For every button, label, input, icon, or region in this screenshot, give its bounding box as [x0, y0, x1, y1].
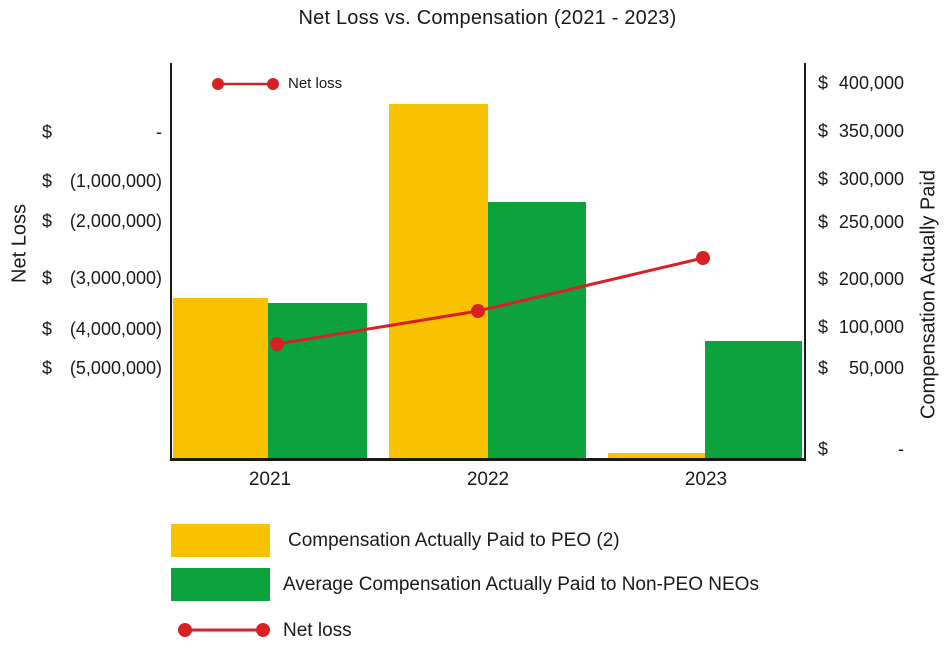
right-tick-4: $ 200,000: [818, 268, 904, 290]
currency-symbol: $: [818, 121, 829, 141]
left-axis-title: Net Loss: [8, 204, 31, 283]
tick-value: (2,000,000): [69, 211, 162, 231]
currency-symbol: $: [818, 73, 829, 93]
tick-value: 200,000: [838, 269, 904, 289]
currency-symbol: $: [818, 169, 829, 189]
chart-title: Net Loss vs. Compensation (2021 - 2023): [298, 7, 677, 29]
tick-value: (5,000,000): [69, 358, 162, 378]
tick-value: 100,000: [838, 317, 904, 337]
left-tick-1: $ (1,000,000): [42, 170, 162, 192]
x-label-2023: 2023: [684, 469, 728, 490]
plot-area-frame: [169, 63, 806, 461]
x-label-2021: 2021: [248, 469, 292, 490]
tick-value: (1,000,000): [69, 171, 162, 191]
tick-value: 400,000: [838, 73, 904, 93]
right-tick-0: $ 400,000: [818, 72, 904, 94]
bar-2021-peo: [173, 298, 268, 459]
plot-legend-net-loss-label: Net loss: [288, 75, 343, 92]
currency-symbol: $: [42, 268, 53, 288]
right-tick-1: $ 350,000: [818, 120, 904, 142]
currency-symbol: $: [818, 212, 829, 232]
currency-symbol: $: [42, 171, 53, 191]
x-label-2022: 2022: [466, 469, 510, 490]
tick-value: -: [898, 439, 904, 459]
currency-symbol: $: [818, 269, 829, 289]
left-tick-0: $ -: [42, 121, 162, 143]
bar-2023-nonpeo: [705, 341, 802, 459]
currency-symbol: $: [42, 358, 53, 378]
tick-value: 50,000: [848, 358, 904, 378]
legend-line-dot: [178, 623, 192, 637]
tick-value: (4,000,000): [69, 319, 162, 339]
legend-label-netloss: Net loss: [283, 620, 352, 641]
tick-value: 300,000: [838, 169, 904, 189]
right-tick-6: $ 50,000: [818, 357, 904, 379]
currency-symbol: $: [818, 439, 829, 459]
legend-label-peo: Compensation Actually Paid to PEO (2): [288, 530, 620, 551]
right-tick-5: $ 100,000: [818, 316, 904, 338]
bar-2023-peo: [608, 453, 705, 459]
currency-symbol: $: [42, 122, 53, 142]
tick-value: (3,000,000): [69, 268, 162, 288]
left-tick-2: $ (2,000,000): [42, 210, 162, 232]
right-tick-7: $ -: [818, 438, 904, 460]
legend-swatch-peo: [171, 524, 270, 557]
currency-symbol: $: [42, 319, 53, 339]
tick-value: -: [156, 122, 162, 142]
tick-value: 350,000: [838, 121, 904, 141]
currency-symbol: $: [818, 317, 829, 337]
right-axis-title: Compensation Actually Paid: [917, 169, 940, 420]
legend-swatch-nonpeo: [171, 568, 270, 601]
left-tick-3: $ (3,000,000): [42, 267, 162, 289]
legend-label-nonpeo: Average Compensation Actually Paid to No…: [283, 574, 759, 595]
currency-symbol: $: [818, 358, 829, 378]
currency-symbol: $: [42, 211, 53, 231]
tick-value: 250,000: [838, 212, 904, 232]
right-tick-3: $ 250,000: [818, 211, 904, 233]
legend-line-dot: [256, 623, 270, 637]
left-tick-5: $ (5,000,000): [42, 357, 162, 379]
left-tick-4: $ (4,000,000): [42, 318, 162, 340]
right-tick-2: $ 300,000: [818, 168, 904, 190]
